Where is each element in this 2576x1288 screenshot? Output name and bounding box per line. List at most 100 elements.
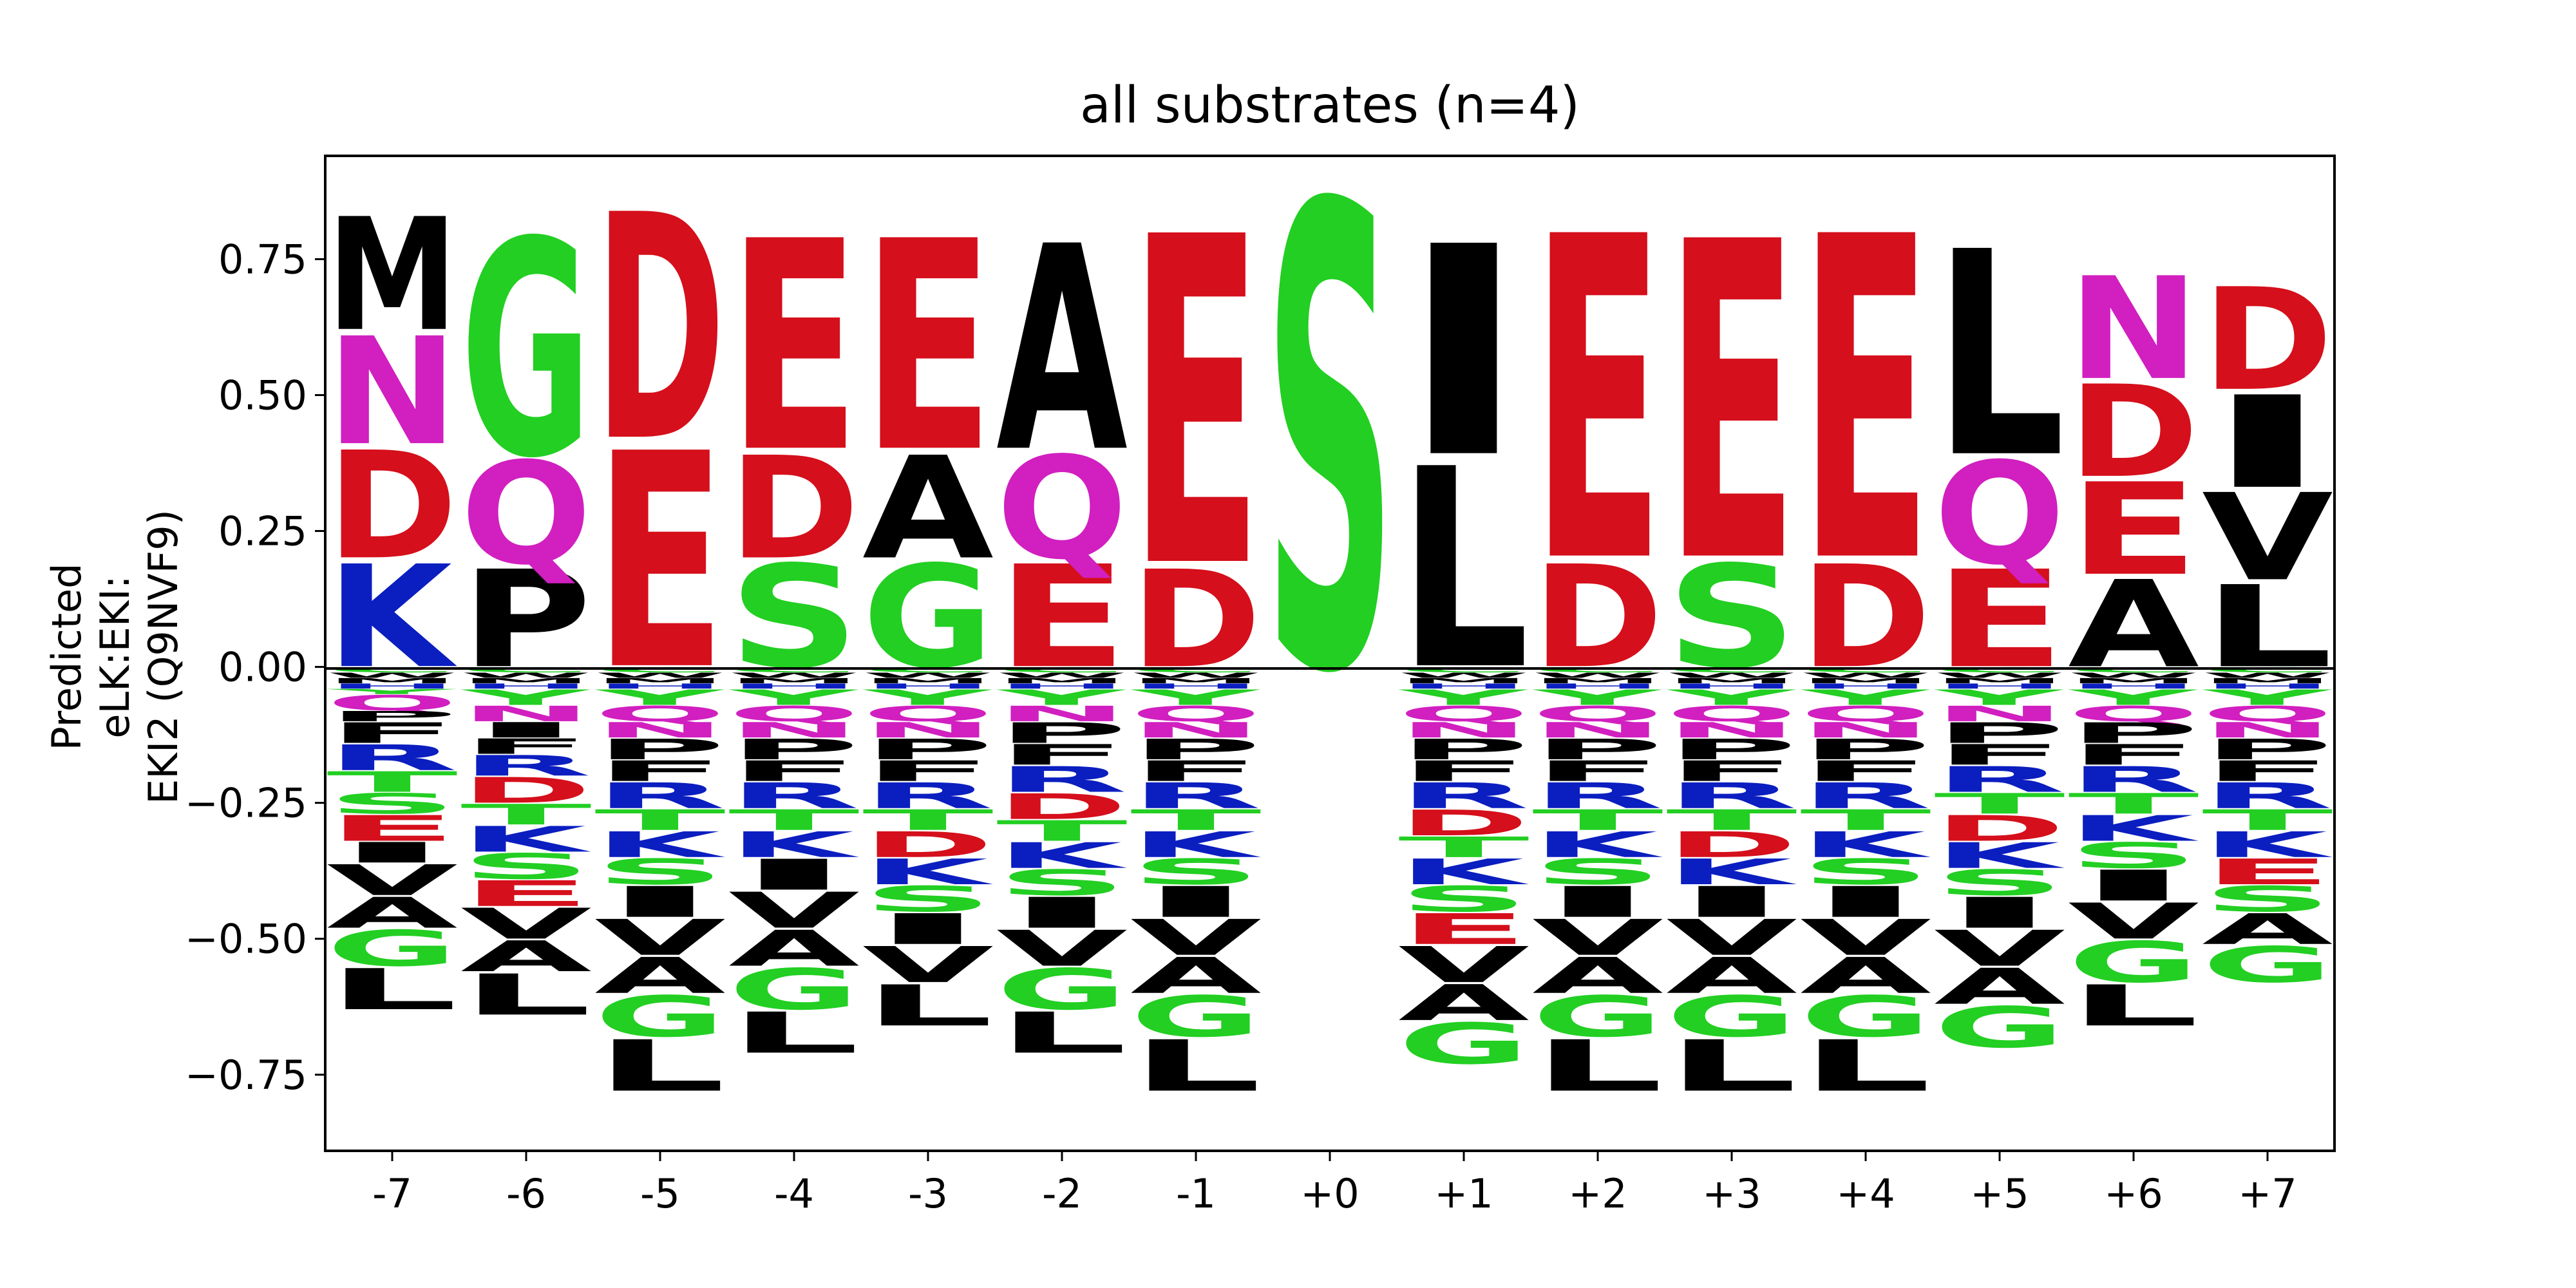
logo-letter-+4-M-negative: M (1800, 677, 1931, 685)
logo-letter--4-M-negative: M (728, 677, 860, 685)
logo-letter--5-V-negative: V (594, 909, 726, 967)
logo-letter--1-V-negative: V (1130, 909, 1262, 967)
logo-letter-+1-Q-negative: Q (1398, 702, 1530, 726)
logo-letter-+2-K-negative: K (1532, 824, 1663, 866)
logo-letter-+5-V-negative: V (1934, 920, 2065, 977)
logo-letter-+2-V-negative: V (1532, 909, 1663, 967)
logo-letter--6-T-negative: T (460, 799, 592, 831)
x-tick-label: -6 (506, 1170, 546, 1217)
logo-letter-+6-Q-negative: Q (2068, 702, 2199, 726)
logo-letter-+1-I-positive: I (1398, 185, 1530, 522)
x-tick-label: +1 (1434, 1170, 1493, 1217)
logo-letter-+3-A-negative: A (1666, 947, 1797, 1005)
logo-letter-+2-L-negative: L (1532, 1025, 1663, 1107)
logo-letter-+7-G-negative: G (2202, 936, 2333, 994)
logo-letter--4-I-negative: I (728, 850, 860, 899)
logo-letter--4-W-negative: W (728, 671, 860, 679)
logo-letter--7-V-negative: V (327, 856, 458, 905)
logo-letter-+5-Y-negative: Y (1934, 685, 2065, 710)
y-tick-label: −0.50 (185, 916, 307, 963)
logo-letter-+7-A-negative: A (2202, 905, 2333, 954)
logo-letter-+5-P-negative: P (1934, 717, 2065, 750)
logo-letter--2-V-negative: V (996, 920, 1128, 977)
logo-letter--2-I-negative: I (996, 889, 1128, 938)
x-tick-label: -1 (1176, 1170, 1216, 1217)
logo-letter--2-E-positive: E (996, 535, 1128, 699)
logo-letter--5-G-negative: G (594, 984, 726, 1050)
logo-letter-+6-V-negative: V (2068, 893, 2199, 950)
logo-letter--7-Y-negative: Y (327, 688, 457, 696)
logo-letter-+4-L-negative: L (1800, 1025, 1931, 1107)
logo-letter-+6-W-negative: W (2068, 671, 2199, 679)
logo-letter--2-P-negative: P (996, 717, 1128, 750)
logo-letter--1-I-negative: I (1130, 878, 1262, 927)
x-tick-label: -3 (908, 1170, 948, 1217)
logo-letter-+5-A-negative: A (1934, 958, 2065, 1016)
logo-letters: KDNMCWMHYQPFRTSEIVAGLPQGCWMHYNIFRDTKSEVA… (327, 144, 2333, 1108)
logo-letter--1-T-negative: T (1130, 804, 1262, 837)
logo-letter-+1-Y-negative: Y (1398, 685, 1530, 710)
logo-letter-+4-E-positive: E (1800, 144, 1931, 661)
logo-letter-+6-Y-negative: Y (2068, 685, 2199, 710)
logo-letter-+3-E-positive: E (1666, 151, 1797, 659)
logo-letter-+5-M-negative: M (1934, 677, 2065, 685)
logo-letter-+5-L-positive: L (1934, 192, 2065, 520)
logo-letter-+3-I-negative: I (1666, 878, 1797, 927)
logo-letter-+7-H-negative: H (2202, 682, 2333, 690)
logo-letter--1-G-negative: G (1130, 984, 1262, 1050)
logo-letter--5-H-negative: H (594, 682, 726, 690)
logo-letter--6-E-negative: E (460, 873, 592, 914)
x-tick-label: -2 (1042, 1170, 1082, 1217)
logo-letter--5-N-negative: N (594, 718, 726, 743)
y-tick-label: 0.25 (218, 508, 307, 555)
logo-letter-+3-P-negative: P (1666, 733, 1797, 766)
logo-letter--3-W-negative: W (862, 671, 994, 679)
logo-letter-+4-S-negative: S (1800, 852, 1931, 893)
logo-letter--1-Y-negative: Y (1130, 685, 1262, 710)
logo-letter-+5-E-positive: E (1934, 542, 2065, 697)
logo-letter--4-L-negative: L (728, 1001, 860, 1066)
logo-letter--2-Q-positive: Q (996, 427, 1128, 591)
logo-letter--5-Y-negative: Y (594, 685, 726, 710)
logo-letter--3-V-negative: V (862, 936, 994, 994)
logo-letter-+3-H-negative: H (1666, 682, 1797, 690)
chart-title: all substrates (n=4) (1080, 77, 1580, 135)
logo-letter--1-W-negative: W (1130, 671, 1262, 679)
logo-letter--3-A-positive: A (862, 427, 994, 591)
logo-letter-+7-V-positive: V (2202, 468, 2333, 608)
logo-letter-+3-M-negative: M (1666, 677, 1797, 685)
logo-letter--5-Q-negative: Q (594, 702, 726, 726)
logo-letter-+4-Q-negative: Q (1800, 702, 1931, 726)
logo-letter--1-D-positive: D (1130, 542, 1262, 698)
logo-letter-+3-V-negative: V (1666, 909, 1797, 967)
logo-letter-+6-F-negative: F (2068, 739, 2199, 772)
logo-letter--5-K-negative: K (594, 824, 725, 866)
logo-letter--1-H-negative: H (1130, 682, 1262, 690)
logo-letter-+6-A-positive: A (2068, 555, 2199, 695)
logo-letter-+2-I-negative: I (1532, 878, 1663, 927)
logo-letter--6-P-positive: P (460, 542, 592, 697)
logo-letter--3-R-negative: R (862, 775, 994, 817)
logo-letter--6-N-negative: N (460, 701, 592, 726)
logo-letter--1-K-negative: K (1130, 824, 1261, 866)
logo-letter--4-Q-negative: Q (728, 702, 860, 726)
logo-letter-+7-E-negative: E (2202, 851, 2333, 893)
logo-letter-+4-P-negative: P (1800, 733, 1931, 766)
logo-letter-+2-E-positive: E (1532, 144, 1663, 661)
logo-letter--5-P-negative: P (594, 733, 726, 766)
logo-letter--3-Q-negative: Q (862, 702, 994, 726)
logo-letter--6-K-negative: K (460, 819, 591, 860)
logo-letter--4-K-negative: K (728, 824, 859, 866)
logo-letter--7-M-negative: M (327, 677, 458, 685)
logo-letter-+6-L-negative: L (2068, 973, 2199, 1039)
logo-letter-+5-S-negative: S (1934, 862, 2065, 904)
x-tick-label: -5 (640, 1170, 680, 1217)
logo-letter--3-M-negative: M (862, 677, 994, 685)
logo-letter-+2-S-negative: S (1532, 852, 1663, 893)
logo-letter-+6-M-negative: M (2068, 677, 2199, 685)
logo-letter--2-S-negative: S (996, 862, 1128, 904)
y-tick-label: −0.25 (185, 780, 307, 827)
x-tick-label: +4 (1836, 1170, 1895, 1217)
logo-letter--2-K-negative: K (996, 835, 1127, 876)
